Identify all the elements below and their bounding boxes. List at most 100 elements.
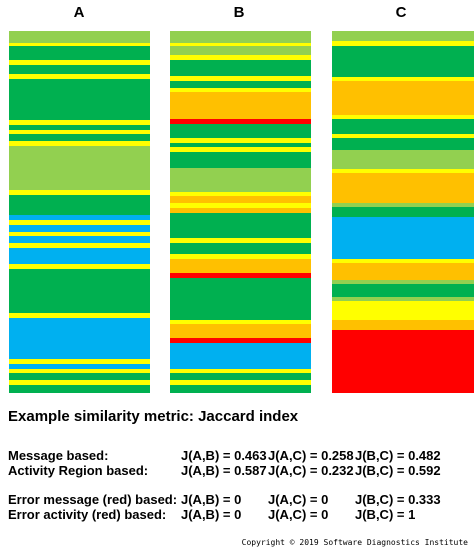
row-label-error-activity: Error activity (red) based:: [8, 507, 167, 522]
band-b-green: [170, 143, 311, 147]
band-a-green: [9, 373, 150, 380]
band-b-lightgreen: [170, 168, 311, 192]
band-a-yellow: [9, 359, 150, 364]
strip-a: [9, 31, 150, 393]
band-b-green: [170, 124, 311, 138]
row-message-ab: J(A,B) = 0.463: [181, 448, 267, 463]
band-a-green: [9, 79, 150, 120]
band-a-green: [9, 65, 150, 74]
copyright-text: Copyright © 2019 Software Diagnostics In…: [241, 538, 468, 547]
band-c-green: [332, 207, 474, 217]
band-b-yellow: [170, 192, 311, 196]
band-c-yellow: [332, 77, 474, 81]
band-a-yellow: [9, 120, 150, 125]
band-b-red: [170, 119, 311, 124]
band-c-orange: [332, 320, 474, 330]
band-b-yellow: [170, 55, 311, 60]
band-b-yellow: [170, 254, 311, 259]
band-a-blue: [9, 364, 150, 369]
row-error-activity-ac: J(A,C) = 0: [268, 507, 329, 522]
band-a-blue: [9, 236, 150, 243]
band-a-yellow: [9, 130, 150, 134]
band-b-orange: [170, 196, 311, 203]
band-b-green: [170, 81, 311, 88]
row-activity-region-ab: J(A,B) = 0.587: [181, 463, 267, 478]
row-label-message: Message based:: [8, 448, 109, 463]
band-b-green: [170, 152, 311, 168]
band-a-yellow: [9, 369, 150, 373]
band-c-yellow: [332, 115, 474, 119]
band-b-yellow: [170, 147, 311, 152]
row-activity-region-ac: J(A,C) = 0.232: [268, 463, 354, 478]
band-c-yellow: [332, 301, 474, 320]
band-b-orange: [170, 324, 311, 338]
band-a-green: [9, 134, 150, 141]
row-label-activity-region: Activity Region based:: [8, 463, 149, 478]
band-c-lightgreen: [332, 31, 474, 41]
band-c-red: [332, 330, 474, 393]
band-c-green: [332, 138, 474, 150]
row-message-ac: J(A,C) = 0.258: [268, 448, 354, 463]
band-b-yellow: [170, 203, 311, 208]
band-b-green: [170, 243, 311, 254]
band-c-lightgreen: [332, 280, 474, 284]
row-activity-region-bc: J(B,C) = 0.592: [355, 463, 441, 478]
band-b-green: [170, 385, 311, 393]
column-label-a: A: [73, 4, 85, 21]
row-message-bc: J(B,C) = 0.482: [355, 448, 441, 463]
band-a-yellow: [9, 313, 150, 318]
band-c-yellow: [332, 169, 474, 173]
band-b-green: [170, 373, 311, 380]
band-b-yellow: [170, 88, 311, 92]
band-b-yellow: [170, 320, 311, 324]
band-a-yellow: [9, 74, 150, 79]
band-a-green: [9, 385, 150, 393]
band-b-green: [170, 278, 311, 320]
band-c-yellow: [332, 259, 474, 263]
band-c-blue: [332, 217, 474, 259]
band-a-green: [9, 195, 150, 215]
band-a-green: [9, 269, 150, 313]
row-error-message-bc: J(B,C) = 0.333: [355, 492, 441, 507]
band-c-orange: [332, 173, 474, 203]
band-b-red: [170, 338, 311, 343]
row-error-message-ab: J(A,B) = 0: [181, 492, 242, 507]
band-b-yellow: [170, 238, 311, 243]
row-error-activity-ab: J(A,B) = 0: [181, 507, 242, 522]
band-c-green: [332, 119, 474, 134]
strip-c: [332, 31, 474, 393]
band-c-lightgreen: [332, 203, 474, 207]
band-a-yellow: [9, 141, 150, 146]
band-c-orange: [332, 81, 474, 115]
band-b-red: [170, 273, 311, 278]
band-b-yellow: [170, 43, 311, 46]
band-b-orange: [170, 259, 311, 273]
band-c-yellow: [332, 41, 474, 46]
band-a-yellow: [9, 264, 150, 269]
band-a-green: [9, 46, 150, 60]
band-a-blue: [9, 248, 150, 264]
band-b-lightgreen: [170, 31, 311, 43]
band-a-lightgreen: [9, 31, 150, 43]
row-error-message-ac: J(A,C) = 0: [268, 492, 329, 507]
band-a-lightgreen: [9, 146, 150, 190]
band-a-yellow: [9, 243, 150, 248]
column-label-b: B: [233, 4, 245, 21]
band-a-yellow: [9, 380, 150, 385]
band-b-orange: [170, 208, 311, 213]
band-a-blue: [9, 225, 150, 232]
band-a-green: [9, 125, 150, 130]
band-b-yellow: [170, 369, 311, 373]
band-a-yellow: [9, 60, 150, 65]
band-a-blue: [9, 318, 150, 359]
band-b-orange: [170, 92, 311, 119]
row-error-activity-bc: J(B,C) = 1: [355, 507, 416, 522]
band-c-yellow: [332, 134, 474, 138]
band-a-blue: [9, 215, 150, 220]
band-c-green: [332, 46, 474, 77]
band-a-yellow: [9, 190, 150, 195]
column-label-c: C: [395, 4, 407, 21]
strip-b: [170, 31, 311, 393]
band-b-yellow: [170, 138, 311, 143]
band-b-yellow: [170, 76, 311, 81]
